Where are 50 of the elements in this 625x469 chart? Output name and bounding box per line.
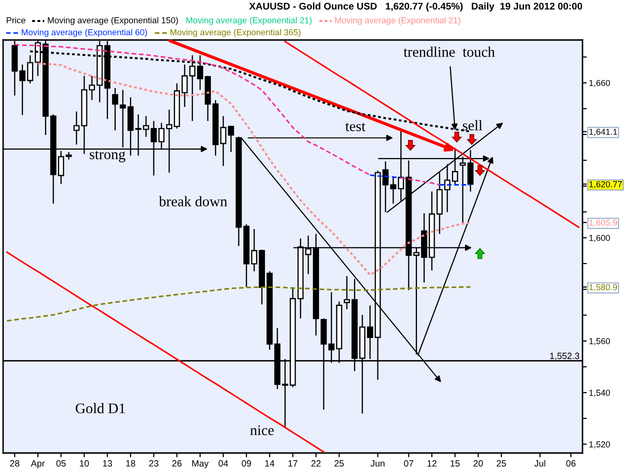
legend-label: Moving average (Exponential 150) xyxy=(48,16,178,26)
x-tick-label: 22 xyxy=(311,460,321,466)
legend-label: Moving average (Exponential 60) xyxy=(22,28,147,38)
line-series xyxy=(6,251,324,453)
y-tick-label: 1,520 xyxy=(589,441,610,448)
x-tick-label: 06 xyxy=(566,460,576,467)
annotation: Gold D1 xyxy=(76,403,125,414)
x-tick-label: 04 xyxy=(218,460,228,467)
x-tick-label: May xyxy=(192,460,209,468)
candlestick xyxy=(112,87,118,131)
x-tick-label: 15 xyxy=(450,460,460,467)
annotation: nice xyxy=(250,425,274,436)
legend-label: Moving average (Exponential 365) xyxy=(170,28,300,38)
x-tick-label: 07 xyxy=(404,460,414,467)
y-tick-label: 1,560 xyxy=(589,338,610,346)
y-tick-label: 1,580.9 xyxy=(589,284,618,292)
x-tick-label: 17 xyxy=(288,460,298,466)
chart-title: XAUUSD - Gold Ounce USD 1,620.77 (-0.45%) Daily 19 Jun 2012 00:00 xyxy=(249,2,582,12)
y-tick-label: 1,620.77 xyxy=(589,181,622,188)
line-series xyxy=(6,286,472,322)
x-tick-label: 23 xyxy=(149,460,158,467)
x-tick-label: 18 xyxy=(126,460,136,467)
x-tick-label: Jun xyxy=(370,460,384,467)
x-tick-label: 12 xyxy=(428,460,436,466)
x-tick-label: 14 xyxy=(265,460,274,466)
y-tick-label: 1,605.9 xyxy=(589,220,618,227)
x-tick-label: 26 xyxy=(172,460,182,467)
y-tick-label: 1,600 xyxy=(589,234,610,242)
text: Price xyxy=(6,16,26,24)
annotation: break down xyxy=(158,196,228,206)
x-tick-label: 13 xyxy=(103,460,112,467)
x-tick-label: 05 xyxy=(56,460,66,467)
x-tick-label: 25 xyxy=(334,460,344,467)
x-tick-label: Apr xyxy=(30,460,45,468)
legend-label: Moving average (Exponential 21) xyxy=(186,16,312,26)
annotation: trendline touch xyxy=(404,46,495,57)
y-tick-label: 1,641.1 xyxy=(589,128,618,136)
ref-line-label: 1,552.3 xyxy=(550,352,580,360)
x-tick-label: 25 xyxy=(496,460,506,467)
annotation: test xyxy=(345,122,366,132)
x-tick-label: 09 xyxy=(242,460,252,467)
x-tick-label: 28 xyxy=(10,460,20,467)
x-tick-label: 20 xyxy=(474,460,483,467)
y-tick-label: 1,660 xyxy=(589,80,610,88)
y-tick-label: 1,540 xyxy=(589,390,610,397)
legend-label: Moving average (Exponential 21) xyxy=(335,16,460,26)
annotation: sell xyxy=(462,120,482,130)
x-tick-label: 10 xyxy=(80,460,89,467)
annotation: strong xyxy=(90,150,126,162)
x-tick-label: Jul xyxy=(534,460,546,467)
